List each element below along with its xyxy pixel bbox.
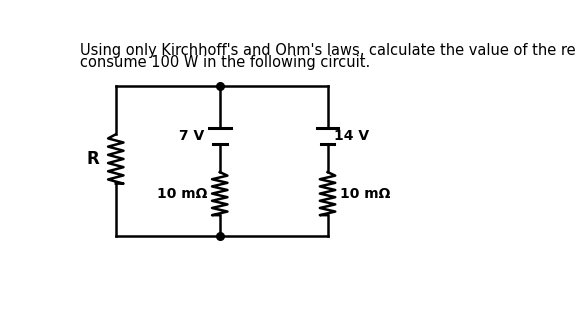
Text: Using only Kirchhoff's and Ohm's laws, calculate the value of the resistor R tha: Using only Kirchhoff's and Ohm's laws, c… bbox=[79, 44, 576, 58]
Text: consume 100 W in the following circuit.: consume 100 W in the following circuit. bbox=[79, 55, 370, 70]
Text: 7 V: 7 V bbox=[179, 129, 204, 143]
Text: 10 mΩ: 10 mΩ bbox=[340, 186, 390, 201]
Text: R: R bbox=[86, 150, 99, 168]
Text: 14 V: 14 V bbox=[334, 129, 369, 143]
Text: 10 mΩ: 10 mΩ bbox=[157, 186, 207, 201]
